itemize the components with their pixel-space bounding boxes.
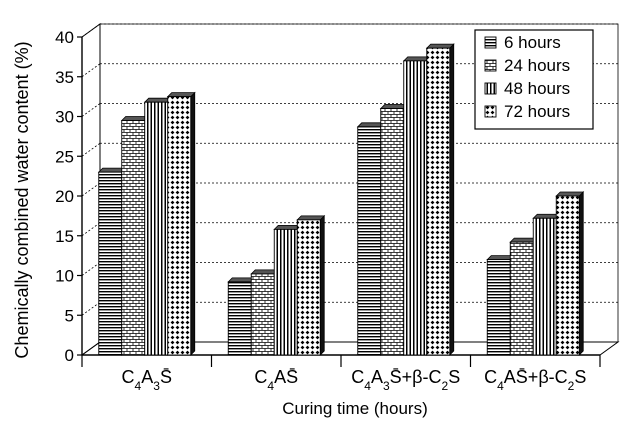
y-tick-label: 20	[55, 187, 74, 206]
bar-front	[357, 126, 382, 356]
bar-front	[555, 195, 580, 356]
bar-top	[555, 191, 585, 197]
y-tick-label: 0	[65, 346, 74, 365]
legend-swatch	[484, 105, 497, 118]
bar-top	[166, 92, 196, 98]
x-tick-label: C4A3S̄+β-C2S	[351, 367, 460, 393]
legend-label: 48 hours	[504, 79, 570, 98]
y-tick-label: 15	[55, 227, 74, 246]
bar-front	[296, 219, 321, 356]
bar-side	[449, 43, 455, 356]
gridline-side	[81, 103, 101, 117]
legend: 6 hours 24 hours 48 hours 72 hours	[474, 29, 594, 130]
y-tick-label: 35	[55, 68, 74, 87]
bar-top	[296, 215, 326, 221]
bars	[97, 43, 585, 356]
bar-front	[167, 96, 192, 356]
x-axis: C4A3S̄ C4AS̄ C4A3S̄+β-C2S C4AS̄+β-C2S	[81, 354, 601, 393]
gridline-side	[81, 63, 101, 78]
bar	[296, 214, 326, 356]
gridline-side	[81, 182, 101, 197]
legend-label: 6 hours	[504, 33, 561, 52]
bar	[166, 91, 196, 356]
bar-front	[144, 101, 169, 356]
legend-swatch	[484, 82, 497, 95]
bar-front	[273, 228, 298, 356]
y-axis: 0 5 10 15 20 25 30 35 40	[55, 28, 83, 365]
y-axis-title: Chemically combined water content (%)	[12, 41, 32, 358]
left-wall	[81, 23, 101, 356]
bar-top	[425, 43, 455, 49]
bar	[425, 43, 455, 356]
gridline-side	[81, 142, 101, 157]
x-tick-label: C4A3S̄	[122, 367, 172, 393]
gridline-side	[81, 222, 101, 237]
bar-front	[380, 108, 405, 356]
y-tick-label: 30	[55, 108, 74, 127]
x-tick-label: C4AS̄+β-C2S	[484, 367, 586, 393]
bar-front	[121, 120, 146, 356]
legend-label: 24 hours	[504, 56, 570, 75]
legend-swatch	[484, 59, 497, 72]
bar-front	[532, 217, 557, 356]
x-tick-label: C4AS̄	[254, 367, 298, 393]
legend-swatch	[484, 36, 497, 49]
bar-side	[578, 191, 584, 356]
y-tick-label: 40	[55, 28, 74, 47]
bar-side	[190, 91, 196, 356]
gridline-side	[81, 262, 101, 276]
y-tick-label: 10	[55, 267, 74, 286]
bar-front	[486, 259, 511, 356]
bar-front	[250, 273, 275, 356]
y-tick-label: 5	[65, 306, 74, 325]
bar	[555, 191, 585, 356]
gridline-side	[81, 301, 101, 316]
legend-label: 72 hours	[504, 102, 570, 121]
bar-front	[509, 241, 534, 356]
bar-front	[426, 47, 451, 356]
x-axis-title: Curing time (hours)	[282, 399, 428, 418]
bar-front	[227, 281, 252, 356]
y-tick-label: 25	[55, 147, 74, 166]
bar-front	[403, 60, 428, 356]
bar-side	[319, 214, 325, 356]
bar-front	[98, 171, 123, 356]
